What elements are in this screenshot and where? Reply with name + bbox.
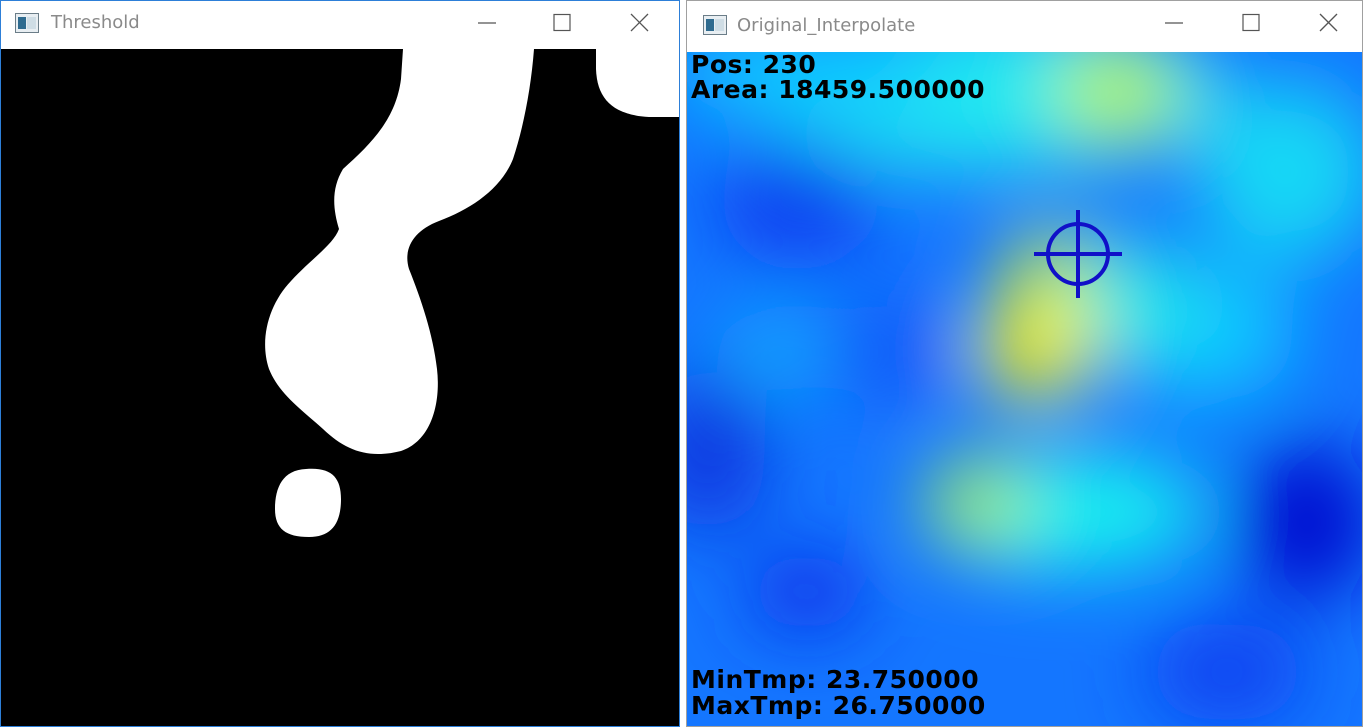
threshold-window: Threshold <box>0 0 680 727</box>
heatmap-image: Pos: 230 Area: 18459.500000 MinTmp: 23.7… <box>687 52 1362 726</box>
maximize-button[interactable] <box>542 7 582 39</box>
interpolate-titlebar[interactable]: Original_Interpolate <box>687 1 1362 51</box>
maximize-icon <box>1241 13 1261 33</box>
interpolate-window: Original_Interpolate <box>686 0 1363 727</box>
window-title: Threshold <box>51 12 140 33</box>
maximize-icon <box>552 13 572 33</box>
max-temp-label: MaxTmp: 26.750000 <box>691 693 986 719</box>
mask-blob-small <box>275 469 341 537</box>
minimize-icon <box>477 13 497 33</box>
minimize-button[interactable] <box>467 7 507 39</box>
close-icon <box>1318 13 1338 33</box>
minimize-icon <box>1164 13 1184 33</box>
min-temp-label: MinTmp: 23.750000 <box>691 667 979 693</box>
maximize-button[interactable] <box>1231 7 1271 39</box>
window-title: Original_Interpolate <box>737 15 915 36</box>
heatmap <box>687 52 1362 726</box>
area-label: Area: 18459.500000 <box>691 77 985 103</box>
app-icon <box>15 13 39 33</box>
close-icon <box>629 13 649 33</box>
close-button[interactable] <box>1308 7 1348 39</box>
close-button[interactable] <box>619 7 659 39</box>
threshold-mask <box>1 49 679 726</box>
minimize-button[interactable] <box>1154 7 1194 39</box>
threshold-titlebar[interactable]: Threshold <box>1 1 679 49</box>
threshold-image <box>1 49 679 726</box>
app-icon <box>703 15 727 35</box>
